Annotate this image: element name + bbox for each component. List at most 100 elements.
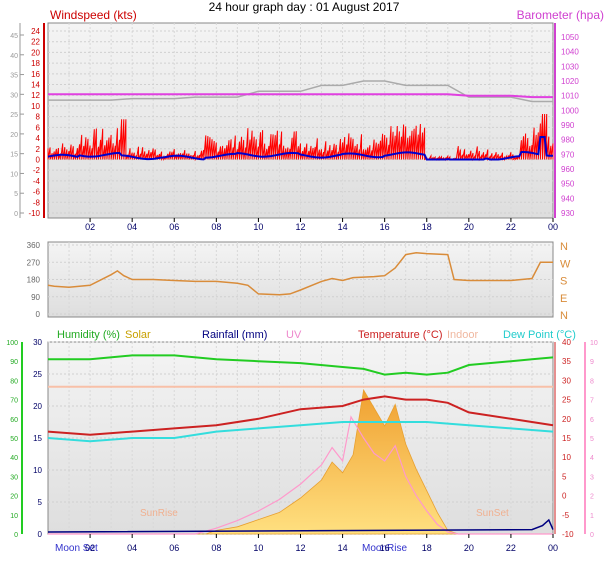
wind-panel-grid [48,23,553,218]
uv-tick-5: 5 [590,436,594,443]
inner-tick-24: 24 [31,27,40,36]
temp-right-tick--5: -5 [562,511,570,520]
outer-tick-40: 40 [10,53,18,60]
inner-tick-6: 6 [36,123,41,132]
x-tick-label-12: 12 [295,222,305,232]
barometer-line [48,93,553,99]
x-tick-label-00: 00 [548,543,558,553]
dir-tick-270: 270 [27,258,41,267]
inner-tick-16: 16 [31,70,40,79]
x-tick-label-02: 02 [85,222,95,232]
uv-tick-8: 8 [590,378,594,385]
temperature-right-axis: 40 35 30 25 20 15 10 5 0 -5 -10 [554,338,574,539]
uv-tick-0: 0 [590,532,594,539]
dir-tick-90: 90 [31,293,40,302]
x-tick-label-16: 16 [380,543,390,553]
temperature-line [47,395,554,436]
temp-right-tick--10: -10 [562,530,574,539]
humidity-tick-80: 80 [10,378,18,385]
temp-right-tick-5: 5 [562,472,567,481]
windspeed-label: Windspeed (kts) [50,8,137,22]
right-tick-990: 990 [561,121,575,130]
uv-tick-6: 6 [590,417,594,424]
x-tick-label-22: 22 [506,543,516,553]
x-tick-label-22: 22 [506,222,516,232]
uv-tick-4: 4 [590,455,594,462]
temp-right-tick-30: 30 [562,376,571,385]
outer-tick-30: 30 [10,92,18,99]
wind-average-line [47,136,553,161]
wind-panel-series [47,80,554,162]
humidity-tick-90: 90 [10,359,18,366]
temperature-legend: Temperature (°C) [358,329,442,341]
rainfall-line [47,518,554,533]
right-tick-980: 980 [561,136,575,145]
outer-tick-10: 10 [10,171,18,178]
wind-direction-line [47,251,553,296]
moonset-label: Moon Set [55,543,98,554]
graph-title: 24 hour graph day : 01 August 2017 [209,0,400,14]
x-tick-label-06: 06 [169,543,179,553]
inner-tick-8: 8 [36,113,41,122]
x-tick-label-10: 10 [253,222,263,232]
x-tick-label-20: 20 [464,543,474,553]
humidity-tick-70: 70 [10,398,18,405]
compass-label-0: N [560,241,568,253]
right-tick-1020: 1020 [561,77,579,86]
inner-tick-4: 4 [36,134,41,143]
humidity-tick-60: 60 [10,417,18,424]
temperature-panel-series [47,354,554,535]
outer-tick-0: 0 [14,211,18,218]
temp-left-tick-5: 5 [38,498,43,507]
humidity-tick-10: 10 [10,513,18,520]
temp-left-tick-20: 20 [33,402,42,411]
humidity-tick-50: 50 [10,436,18,443]
outer-tick-20: 20 [10,132,18,139]
inner-tick-12: 12 [31,91,40,100]
x-tick-label-14: 14 [338,543,348,553]
inner-tick-14: 14 [31,81,40,90]
right-tick-1040: 1040 [561,48,579,57]
uv-tick-9: 9 [590,359,594,366]
humidity-legend: Humidity (%) [57,329,120,341]
right-tick-960: 960 [561,165,575,174]
indoor-legend: Indoor [447,329,479,341]
right-tick-1030: 1030 [561,62,579,71]
inner-tick--10: -10 [28,209,40,218]
temp-right-tick-20: 20 [562,415,571,424]
wind-gust-line [47,113,554,162]
inner-tick-22: 22 [31,38,40,47]
x-tick-label-06: 06 [169,222,179,232]
uv-tick-2: 2 [590,494,594,501]
moonrise-label: MoonRise [362,543,407,554]
barometer-right-axis: 1050 1040 1030 1020 1010 1000 990 980 970 960 950 9… [554,23,579,218]
right-tick-1050: 1050 [561,33,579,42]
right-tick-1000: 1000 [561,106,579,115]
humidity-line [48,354,554,376]
outer-tick-35: 35 [10,73,18,80]
humidity-tick-20: 20 [10,494,18,501]
barometer-label: Barometer (hpa) [517,8,604,22]
direction-left-axis: 360 270 180 90 0 [27,241,41,319]
inner-tick-2: 2 [36,145,41,154]
uv-tick-10: 10 [590,340,598,347]
compass-label-1: W [560,258,571,270]
temperature-left-axis: 0 5 10 15 20 25 30 [33,338,42,539]
temp-left-tick-15: 15 [33,434,42,443]
solar-legend: Solar [125,329,151,341]
x-tick-label-16: 16 [380,222,390,232]
temperature-panel-grid [48,341,553,535]
x-tick-label-02: 02 [85,543,95,553]
humidity-left-axis: 0 10 20 30 40 50 60 70 80 90 100 [6,340,23,539]
temp-right-tick-10: 10 [562,453,571,462]
uv-tick-7: 7 [590,398,594,405]
temp-left-tick-10: 10 [33,466,42,475]
temp-right-tick-0: 0 [562,492,567,501]
humidity-tick-0: 0 [14,532,18,539]
right-tick-940: 940 [561,194,575,203]
temperature-panel-legend: Humidity (%) Solar Rainfall (mm) UV Temp… [57,329,576,341]
wind-left-outer-axis: 0 5 10 15 20 25 30 35 40 45 [10,23,24,218]
